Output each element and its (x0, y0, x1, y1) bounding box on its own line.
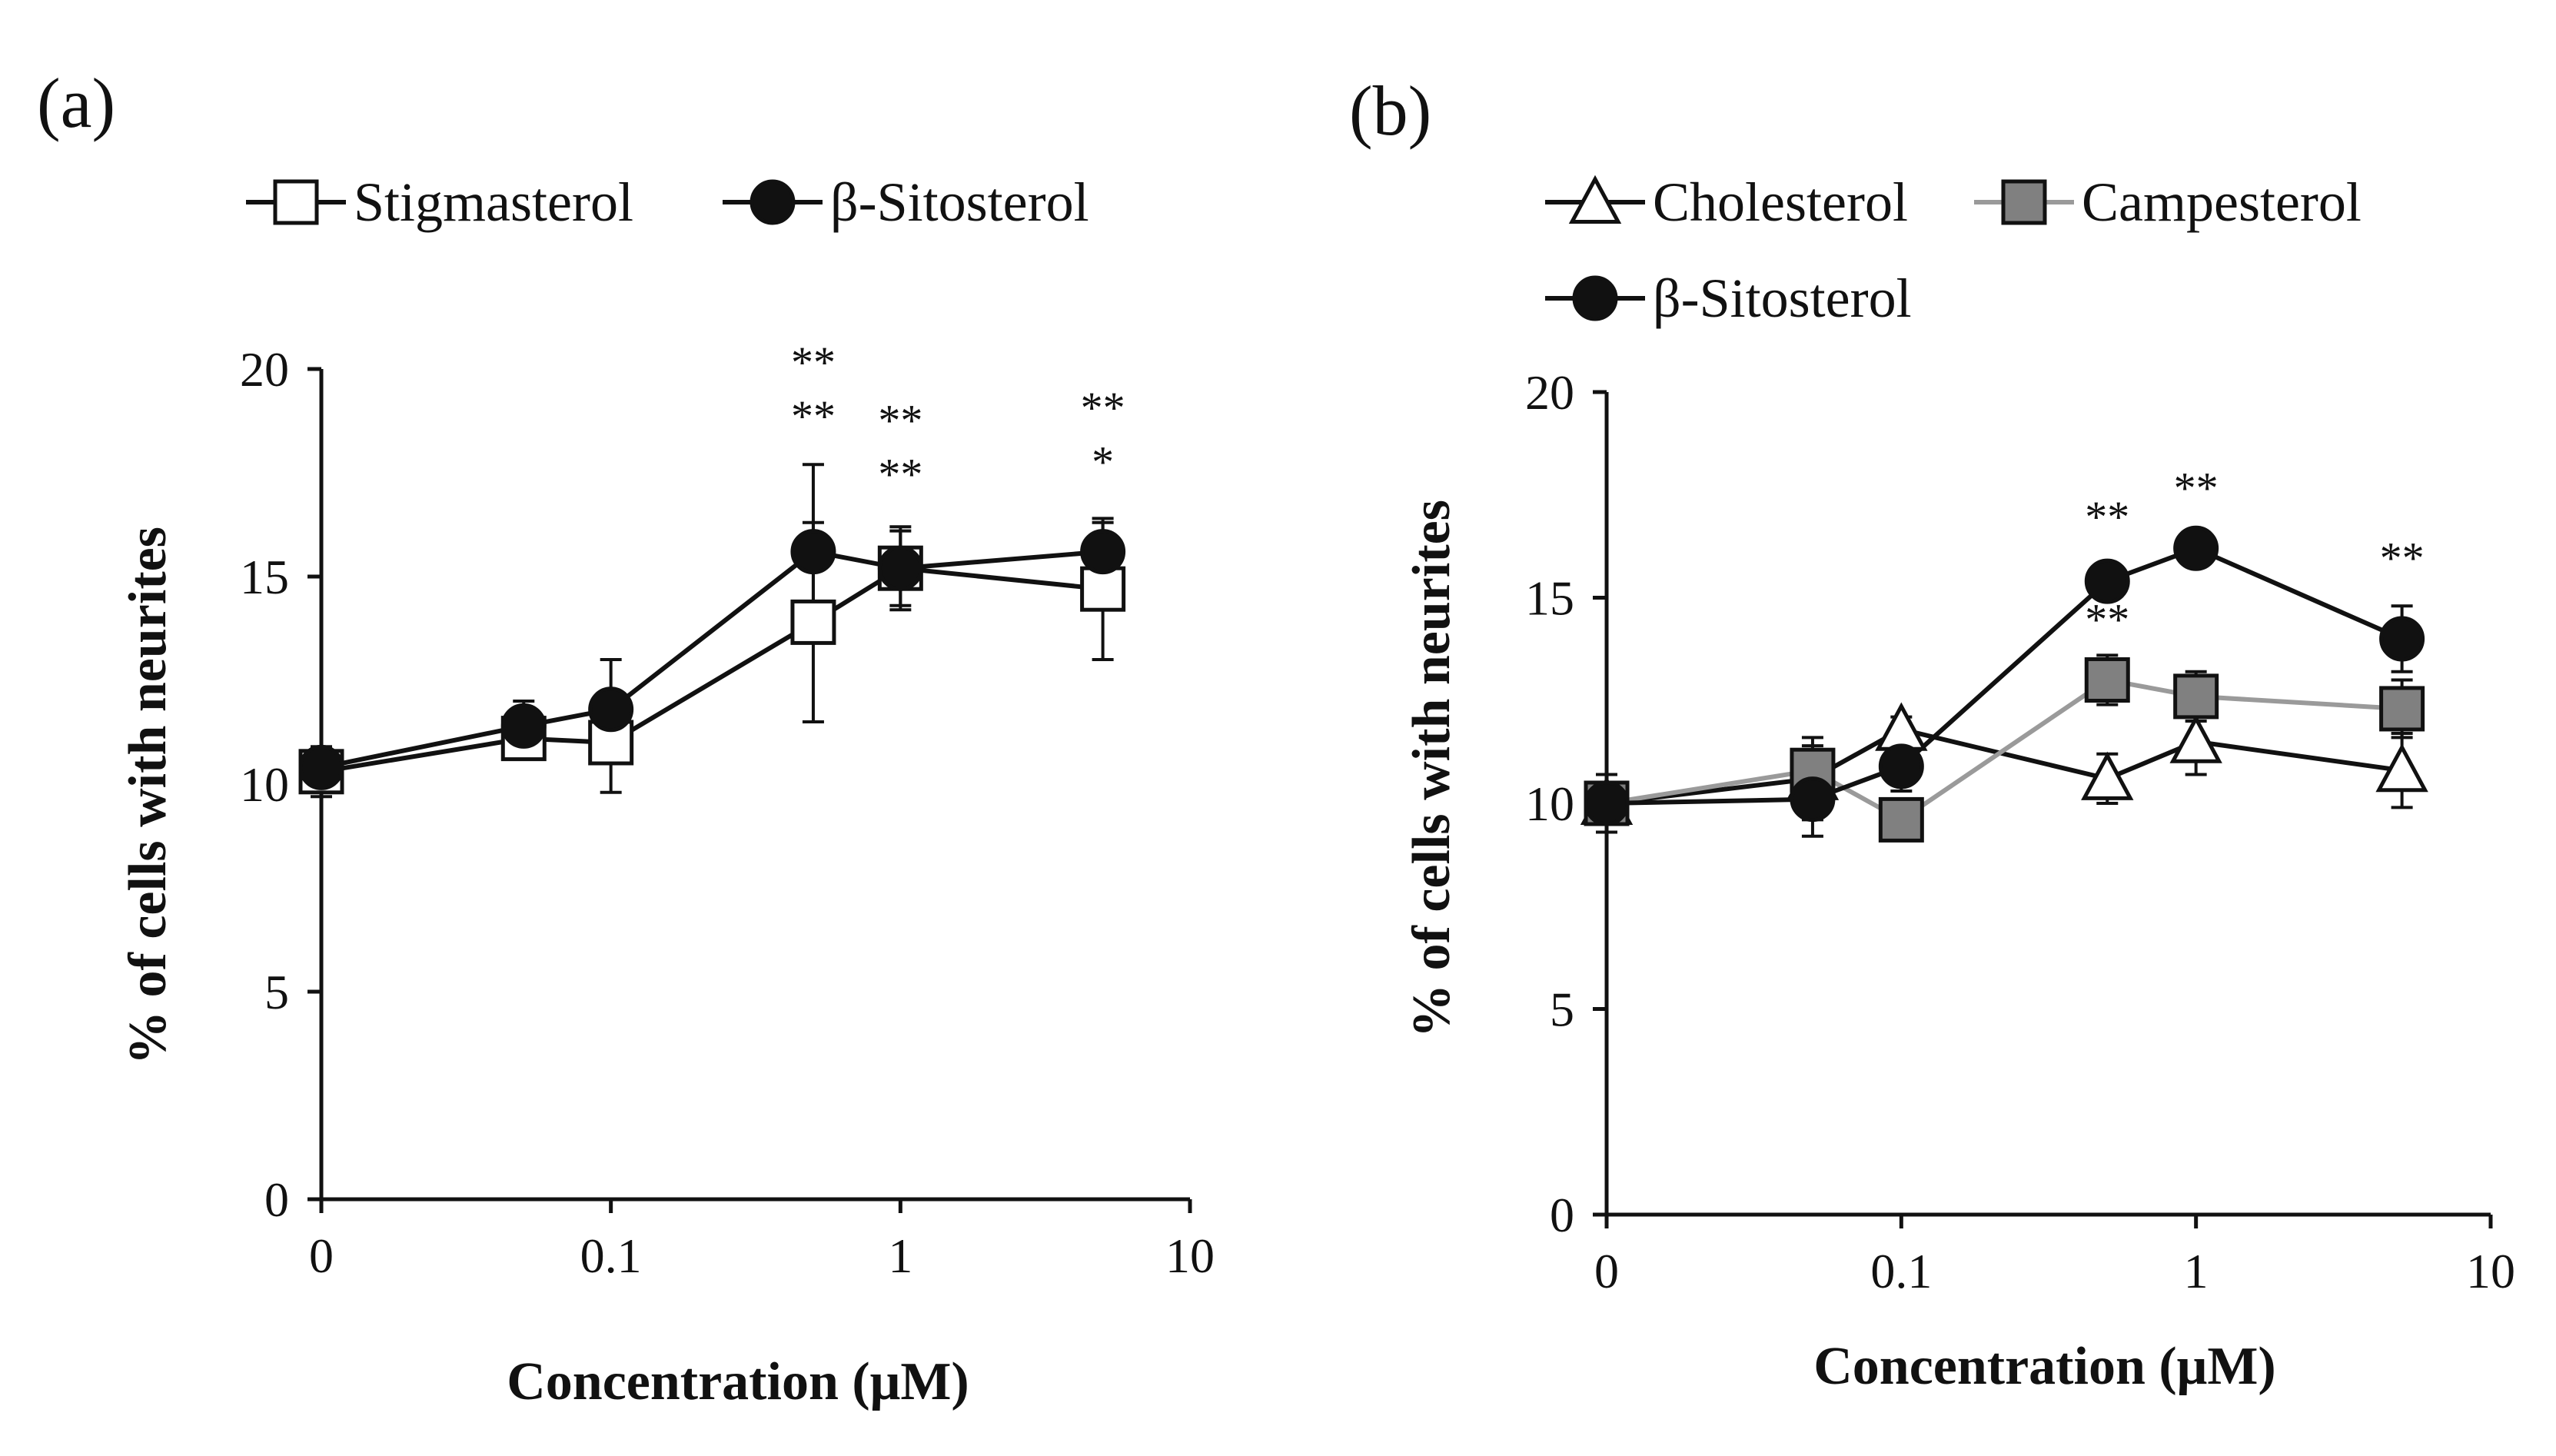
panel-b-data-point-1 (1878, 796, 1924, 843)
panel-b-data-point-2 (2379, 616, 2425, 662)
panel-b-y-tick-label: 5 (1550, 982, 1574, 1037)
panel-b-legend: Cholesterol Campesterol β-Sitosterol (1545, 171, 2362, 329)
panel-b-x-tick-label: 0 (1594, 1244, 1619, 1298)
panel-a-data-point-1 (298, 744, 344, 790)
panel-b-x-tick-label: 10 (2466, 1244, 2515, 1298)
panel-a-x-tick-label: 0 (309, 1228, 334, 1283)
panel-b-data-point-0 (2375, 743, 2428, 793)
panel-b-significance-mark: ** (2174, 463, 2219, 513)
panel-b-legend-label: Cholesterol (1653, 171, 1908, 233)
panel-b-significance-mark: ** (2085, 595, 2129, 645)
panel-b-y-tick-label: 0 (1550, 1188, 1574, 1242)
panel-b-significance-mark: ** (2380, 533, 2425, 583)
panel-b-y-tick-label: 10 (1525, 776, 1574, 831)
panel-a-legend-item: Stigmasterol (246, 171, 633, 233)
panel-b-data-point-2 (1584, 780, 1630, 826)
panel-b-y-axis-title: % of cells with neurites (1402, 500, 1461, 1038)
panel-a-y-axis-title: % of cells with neurites (118, 527, 178, 1065)
panel-b-x-tick-label: 1 (2184, 1244, 2209, 1298)
panel-b-x-tick-label: 0.1 (1870, 1244, 1932, 1298)
panel-a-legend-marker (273, 179, 319, 225)
panel-b-series-line-0 (1606, 726, 2403, 806)
panel-b-data-point-2 (1878, 743, 1924, 789)
panel-a-y-tick-label: 15 (240, 550, 289, 604)
panel-a-x-tick-label: 1 (888, 1228, 912, 1283)
panel-b-label: (b) (1349, 71, 1431, 150)
panel-b-legend-item: Campesterol (1974, 171, 2362, 233)
panel-b-data-point-1 (2379, 686, 2425, 732)
panel-a-significance-mark: ** (1081, 383, 1125, 433)
panel-b-y-tick-label: 15 (1525, 571, 1574, 626)
panel-b-legend-item: β-Sitosterol (1545, 268, 1912, 329)
panel-b-data-point-1 (2084, 657, 2130, 703)
panel-a-data-point-1 (588, 686, 634, 733)
panel-a-legend-item: β-Sitosterol (723, 171, 1089, 233)
panel-a-label: (a) (37, 64, 115, 142)
panel-b-significance-mark: ** (2085, 492, 2129, 542)
panel-a-significance-mark: ** (878, 450, 922, 500)
panel-b-legend-marker (1572, 275, 1618, 321)
panel-a-data-point-1 (877, 545, 923, 591)
panel-a-data-point-1 (1080, 529, 1126, 575)
panel-a-data-point-0 (790, 599, 836, 645)
panel-b-series-line-1 (1606, 677, 2402, 823)
panel-a: (a) Stigmasterol β-Sitosterol 0 5 10 15 20 0 0.… (37, 64, 1215, 1411)
panel-b-data-point-0 (2169, 714, 2222, 763)
panel-b-legend-item: Cholesterol (1545, 171, 1908, 233)
panel-b-data-point-2 (2084, 558, 2130, 604)
panel-a-series-line-1 (321, 549, 1103, 770)
panel-a-x-tick-label: 10 (1165, 1228, 1215, 1283)
panel-b-data-point-0 (2081, 751, 2134, 800)
panel-a-legend: Stigmasterol β-Sitosterol (246, 171, 1089, 233)
panel-b: (b) Cholesterol Campesterol β-Sitosterol 0… (1349, 71, 2515, 1396)
panel-a-y-tick-label: 20 (240, 342, 289, 397)
panel-a-y-tick-label: 0 (264, 1172, 289, 1227)
panel-a-y-tick-label: 5 (264, 965, 289, 1019)
panel-a-x-tick-label: 0.1 (580, 1228, 642, 1283)
panel-b-data-point-2 (1790, 776, 1836, 823)
panel-b-legend-label: β-Sitosterol (1653, 268, 1912, 329)
panel-a-legend-label: β-Sitosterol (830, 171, 1089, 233)
panel-b-plot: 0 5 10 15 20 0 0.1 1 10 ** ** ** ** (1525, 365, 2515, 1298)
panel-b-series-line-2 (1606, 546, 2403, 806)
panel-b-legend-label: Campesterol (2082, 171, 2362, 233)
panel-a-y-tick-label: 10 (240, 757, 289, 812)
panel-a-series-line-0 (321, 566, 1103, 774)
panel-a-data-point-1 (790, 529, 836, 575)
panel-a-significance-mark: ** (878, 395, 922, 445)
panel-b-legend-marker (2001, 179, 2047, 225)
panel-b-y-tick-label: 20 (1525, 365, 1574, 420)
panel-a-legend-label: Stigmasterol (354, 171, 633, 233)
panel-a-significance-mark: ** (791, 391, 836, 441)
panel-b-x-axis-title: Concentration (μM) (1813, 1337, 2276, 1396)
panel-a-x-axis-title: Concentration (μM) (507, 1352, 969, 1411)
panel-a-significance-mark: ** (791, 337, 836, 387)
panel-a-data-point-1 (500, 703, 547, 749)
panel-a-legend-marker (750, 179, 796, 225)
panel-a-significance-mark: * (1092, 437, 1114, 487)
panel-a-data-point-0 (1080, 566, 1126, 612)
panel-b-data-point-2 (2173, 525, 2219, 571)
panel-b-data-point-1 (2173, 673, 2219, 720)
panel-b-legend-marker (1568, 175, 1622, 224)
